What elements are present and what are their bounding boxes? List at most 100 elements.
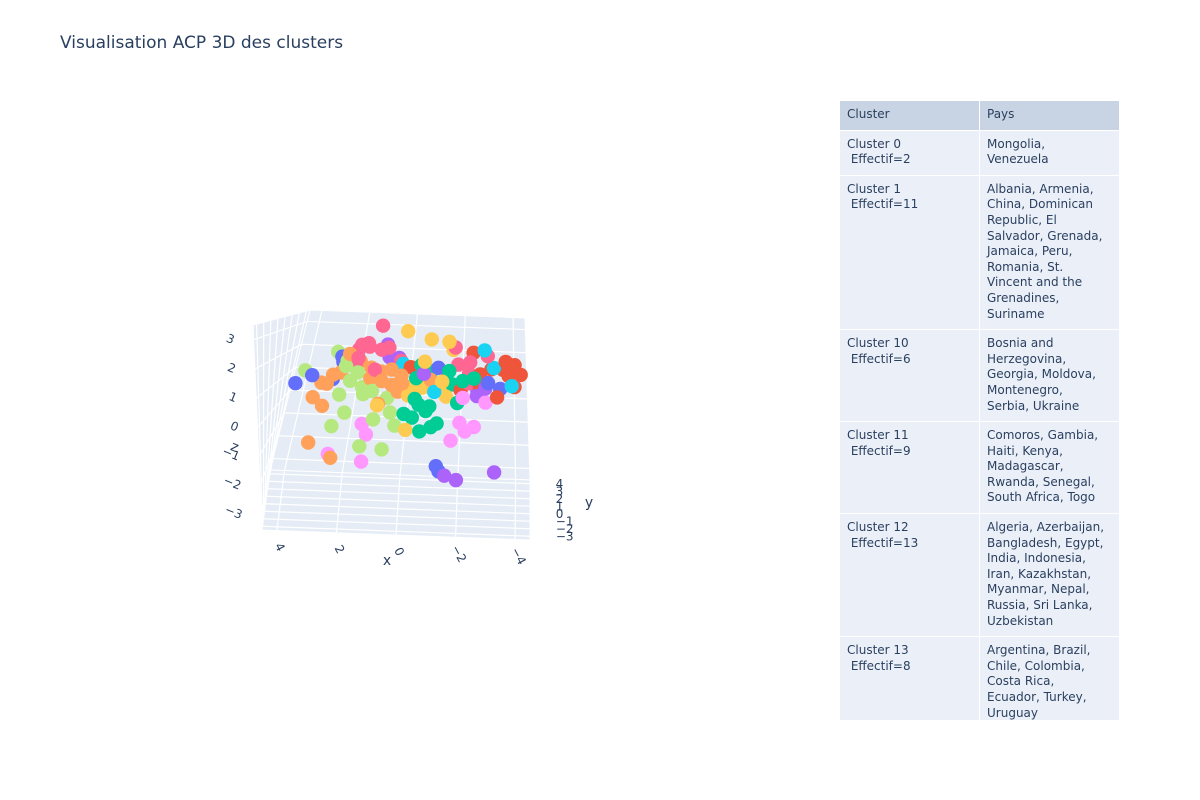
scatter-point[interactable] (486, 360, 502, 376)
scatter-point[interactable] (382, 340, 397, 355)
grid-y-floor (262, 525, 531, 537)
cell-cluster: Cluster 1 Effectif=11 (840, 175, 980, 331)
scatter-point[interactable] (417, 354, 433, 369)
cell-pays: Bosnia and Herzegovina, Georgia, Moldova, M… (979, 329, 1119, 423)
y-tick-label: 1 (556, 500, 564, 514)
scatter-point[interactable] (480, 375, 496, 391)
scatter-point[interactable] (325, 367, 341, 382)
cell-pays-line: Myanmar, Nepal, (987, 582, 1090, 597)
cell-pays-line: Venezuela (987, 152, 1049, 167)
grid-x-floor (335, 472, 343, 533)
scatter-point[interactable] (504, 379, 519, 394)
scatter-point[interactable] (437, 468, 452, 483)
cell-pays: Comoros, Gambia, Haiti, Kenya, Madagascar,… (979, 421, 1119, 515)
scatter-point[interactable] (382, 405, 398, 420)
scatter-point[interactable] (463, 355, 478, 370)
cell-cluster-line: Effectif=8 (847, 658, 911, 673)
table-row: Cluster 10 Effectif=6 Bosnia and Herzegovi… (840, 329, 1119, 423)
scatter-point[interactable] (457, 424, 472, 439)
y-tick-label: 3 (556, 485, 564, 499)
scatter-point[interactable] (301, 435, 316, 450)
scatter-point[interactable] (404, 410, 419, 425)
z-tick-label: −3 (223, 502, 245, 522)
grid-x-floor (395, 474, 401, 536)
scatter-point[interactable] (423, 420, 438, 435)
scatter-point[interactable] (489, 390, 505, 405)
scatter-point[interactable] (443, 433, 458, 448)
cell-pays-line: Russia, Sri Lanka, (987, 598, 1093, 613)
scatter-point[interactable] (466, 371, 482, 386)
cluster-table[interactable]: Cluster Pays Cluster 0 Effectif=2 Mongoli… (840, 101, 1119, 720)
z-tick-label: 3 (224, 331, 236, 347)
scatter-point[interactable] (355, 387, 371, 402)
scatter-point[interactable] (324, 418, 339, 434)
scatter-point[interactable] (369, 398, 385, 413)
scatter-point[interactable] (435, 374, 450, 389)
scatter-point[interactable] (367, 362, 383, 377)
scatter-point[interactable] (455, 373, 470, 389)
scatter-point[interactable] (305, 368, 320, 383)
scatter-point[interactable] (416, 366, 432, 381)
scatter-point[interactable] (384, 377, 399, 393)
scatter-points[interactable] (288, 318, 528, 488)
scatter-point[interactable] (395, 376, 410, 391)
cell-pays-line: Algeria, Azerbaijan, (987, 520, 1105, 535)
z-tick-label: −2 (222, 473, 244, 493)
scatter-point[interactable] (305, 390, 320, 405)
cell-pays-line: Grenadines, (987, 290, 1060, 305)
cell-pays-line: Republic, El (987, 212, 1057, 227)
scatter-point[interactable] (288, 376, 303, 391)
scatter-point[interactable] (407, 391, 422, 407)
scatter-point[interactable] (412, 424, 427, 439)
cell-pays-line: China, Dominican (987, 197, 1094, 212)
scatter-point[interactable] (427, 384, 442, 400)
scatter-point[interactable] (442, 334, 457, 349)
y-tick-label: 4 (556, 477, 564, 491)
scatter-point[interactable] (351, 350, 366, 366)
scatter-point[interactable] (387, 418, 402, 433)
grid-y-floor (265, 503, 531, 515)
scatter-point[interactable] (362, 339, 377, 354)
scatter-point[interactable] (314, 398, 330, 413)
x-axis-title: x (383, 553, 391, 569)
x-tick-label: 2 (332, 543, 348, 556)
scatter-point[interactable] (375, 318, 391, 333)
grid-y-floor (267, 488, 531, 500)
scatter-point[interactable] (358, 427, 374, 442)
scatter-point[interactable] (353, 454, 369, 469)
table-row: Cluster 0 Effectif=2 Mongolia, Venezuela (840, 130, 1119, 176)
cell-pays-line: South Africa, Togo (987, 490, 1096, 505)
scatter-point[interactable] (374, 442, 389, 457)
cell-pays-line: Iran, Kazakhstan, (987, 566, 1092, 581)
scatter-point[interactable] (338, 359, 354, 374)
grid-z-side (254, 343, 302, 370)
cell-cluster-line: Cluster 12 (847, 520, 909, 535)
scatter-point[interactable] (337, 405, 352, 420)
y-tick-label: −1 (556, 515, 574, 529)
scatter-point[interactable] (438, 389, 454, 404)
scatter-point[interactable] (455, 390, 470, 406)
scatter-point[interactable] (352, 439, 367, 454)
scatter-point[interactable] (398, 422, 413, 438)
table-row: Cluster 1 Effectif=11 Albania, Armenia, Ch… (840, 175, 1119, 331)
scatter-point[interactable] (486, 465, 502, 480)
scatter-point[interactable] (477, 343, 492, 358)
scatter-point[interactable] (401, 324, 416, 339)
scatter-point[interactable] (424, 332, 439, 347)
cell-pays: Mongolia, Venezuela (979, 130, 1119, 176)
scatter-point[interactable] (478, 395, 493, 410)
scatter-point[interactable] (365, 412, 381, 427)
scatter-point[interactable] (350, 365, 366, 380)
grid-z-back (278, 435, 529, 446)
scatter-point[interactable] (513, 367, 528, 383)
scatter-point[interactable] (448, 472, 464, 488)
scatter-point[interactable] (323, 450, 338, 465)
scatter-point[interactable] (442, 363, 457, 379)
scatter-point[interactable] (431, 360, 446, 375)
z-tick-label: −1 (220, 444, 242, 464)
scatter-point[interactable] (332, 387, 347, 402)
scatter-point[interactable] (418, 403, 433, 419)
cell-pays-line: Mongolia, (987, 136, 1046, 151)
